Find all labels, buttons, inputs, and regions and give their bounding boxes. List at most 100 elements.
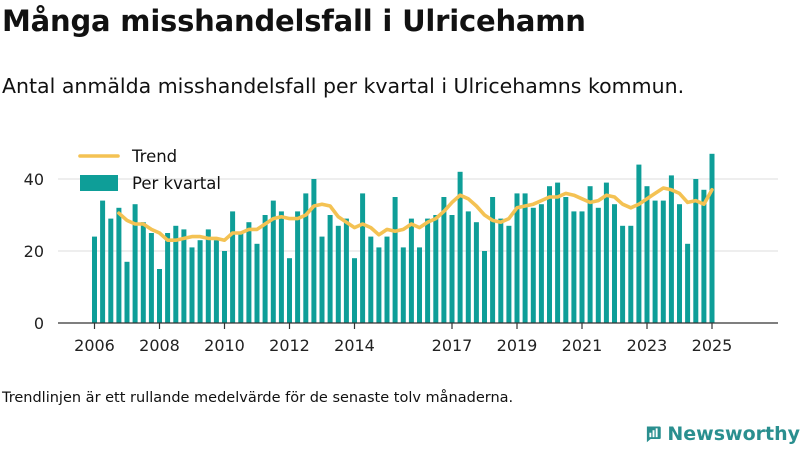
bar	[465, 211, 471, 323]
bar	[506, 225, 512, 323]
x-tick-label: 2025	[692, 336, 733, 355]
bar	[287, 258, 292, 323]
bar	[579, 211, 585, 323]
bar	[433, 215, 439, 323]
x-tick-label: 2014	[334, 336, 375, 355]
footnote: Trendlinjen är ett rullande medelvärde f…	[2, 390, 514, 406]
bar	[522, 193, 528, 323]
axes: 2006 2008 2010 2012 2014 2017 2019 2021 2023 2025	[58, 322, 778, 355]
bar	[693, 179, 699, 323]
x-tick-label: 2017	[432, 336, 473, 355]
bar	[547, 186, 552, 323]
legend-trend-label: Trend	[131, 147, 177, 166]
bar	[425, 218, 431, 323]
bar	[140, 222, 146, 323]
bar	[498, 218, 504, 323]
x-tick-label: 2012	[269, 336, 310, 355]
chart-subtitle: Antal anmälda misshandelsfall per kvarta…	[2, 74, 685, 98]
bar	[482, 251, 487, 323]
bar	[173, 225, 179, 323]
trend-line	[117, 186, 714, 242]
bar	[124, 261, 130, 323]
bar	[262, 215, 268, 323]
bar	[254, 243, 260, 323]
bar	[238, 233, 244, 323]
bar	[100, 200, 106, 323]
bar	[441, 197, 447, 323]
brand-logo: Newsworthy	[645, 418, 800, 450]
x-tick-label: 2006	[74, 336, 115, 355]
bar	[376, 247, 382, 323]
bar	[603, 182, 609, 323]
bar	[319, 236, 325, 323]
bar	[530, 207, 536, 323]
x-tick-label: 2023	[627, 336, 668, 355]
y-tick-label: 0	[34, 314, 44, 333]
bar	[563, 197, 569, 323]
bar	[490, 197, 496, 323]
bar-chart-logo-icon	[646, 426, 661, 443]
bar	[148, 233, 154, 323]
bar	[620, 225, 626, 323]
bar	[327, 215, 333, 323]
bar	[587, 186, 593, 323]
brand-name: Newsworthy	[667, 423, 800, 445]
bar	[660, 200, 666, 323]
bar	[222, 251, 227, 323]
bar	[628, 225, 634, 323]
x-tick-label: 2010	[204, 336, 245, 355]
y-tick-label: 40	[24, 170, 44, 189]
x-tick-label: 2008	[139, 336, 180, 355]
bar	[701, 189, 707, 323]
x-tick-label: 2019	[497, 336, 538, 355]
bar	[213, 240, 219, 323]
bar	[555, 182, 561, 323]
bar	[595, 207, 601, 323]
bar	[368, 236, 374, 323]
bar	[644, 186, 650, 323]
bar	[165, 233, 171, 323]
bar	[612, 204, 617, 323]
bar	[335, 225, 341, 323]
bar	[92, 236, 97, 323]
bar	[538, 204, 544, 323]
bar	[189, 247, 195, 323]
bar	[449, 215, 455, 323]
bar	[571, 211, 577, 323]
legend-bar-swatch	[80, 175, 118, 191]
bar	[709, 153, 715, 323]
bar	[514, 193, 520, 323]
bar	[392, 197, 398, 323]
bar	[108, 218, 114, 323]
bar	[116, 207, 122, 323]
bar	[230, 211, 236, 323]
bar	[197, 240, 203, 323]
bar	[303, 193, 309, 323]
bar	[384, 236, 390, 323]
bar	[132, 204, 138, 323]
bar	[457, 171, 463, 323]
bar	[343, 218, 349, 323]
x-tick-label: 2021	[562, 336, 603, 355]
bar	[157, 269, 162, 323]
bar	[400, 247, 406, 323]
bar-series	[92, 153, 715, 323]
bar	[636, 164, 642, 323]
bar	[295, 211, 301, 323]
bar	[473, 222, 479, 323]
bar	[677, 204, 682, 323]
bar	[278, 211, 284, 323]
bar	[408, 218, 414, 323]
bar	[270, 200, 276, 323]
bar	[652, 200, 658, 323]
bar	[181, 229, 187, 323]
bar	[685, 243, 691, 323]
bar	[668, 175, 674, 323]
legend-bar-label: Per kvartal	[132, 174, 221, 193]
bar	[417, 247, 422, 323]
bar	[205, 229, 211, 323]
y-tick-label: 20	[24, 242, 44, 261]
bar	[352, 258, 357, 323]
chart-title: Många misshandelsfall i Ulricehamn	[2, 4, 586, 38]
